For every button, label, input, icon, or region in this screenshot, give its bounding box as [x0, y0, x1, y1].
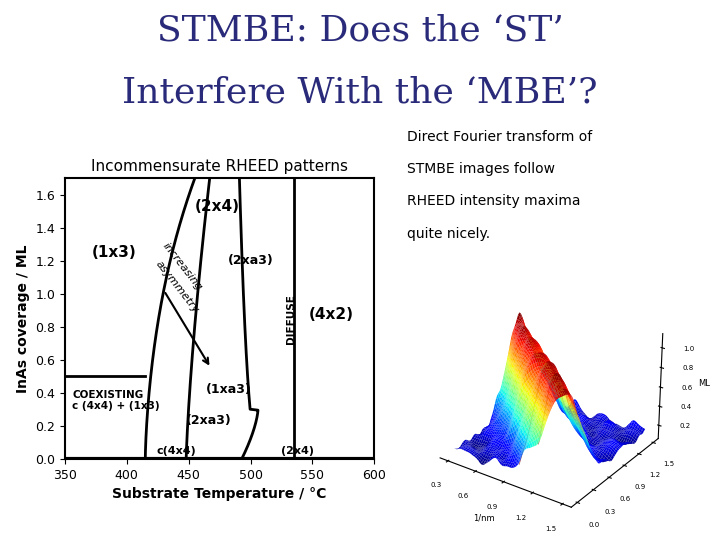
Text: (2xa3): (2xa3): [186, 414, 231, 427]
Y-axis label: InAs coverage / ML: InAs coverage / ML: [16, 244, 30, 393]
Text: Interfere With the ‘MBE’?: Interfere With the ‘MBE’?: [122, 76, 598, 110]
Title: Incommensurate RHEED patterns: Incommensurate RHEED patterns: [91, 159, 348, 174]
Text: RHEED intensity maxima: RHEED intensity maxima: [407, 194, 580, 208]
X-axis label: Substrate Temperature / °C: Substrate Temperature / °C: [112, 487, 327, 501]
Text: quite nicely.: quite nicely.: [407, 227, 490, 241]
Text: increasing: increasing: [160, 241, 204, 292]
Text: COEXISTING
c (4x4) + (1x3): COEXISTING c (4x4) + (1x3): [72, 390, 160, 411]
Text: (2xa3): (2xa3): [228, 254, 274, 267]
Text: (1xa3): (1xa3): [205, 383, 251, 396]
Text: (4x2): (4x2): [309, 307, 354, 322]
X-axis label: 1/nm: 1/nm: [473, 514, 495, 522]
Text: STMBE images follow: STMBE images follow: [407, 162, 555, 176]
Text: DIFFUSE: DIFFUSE: [287, 294, 297, 343]
Text: c(4x4): c(4x4): [156, 446, 196, 456]
Text: (2x4): (2x4): [281, 446, 314, 456]
Text: asymmetry: asymmetry: [154, 259, 201, 315]
Text: STMBE: Does the ‘ST’: STMBE: Does the ‘ST’: [157, 14, 563, 48]
Text: (2x4): (2x4): [194, 199, 240, 214]
Text: (1x3): (1x3): [92, 246, 137, 260]
Text: Direct Fourier transform of: Direct Fourier transform of: [407, 130, 592, 144]
